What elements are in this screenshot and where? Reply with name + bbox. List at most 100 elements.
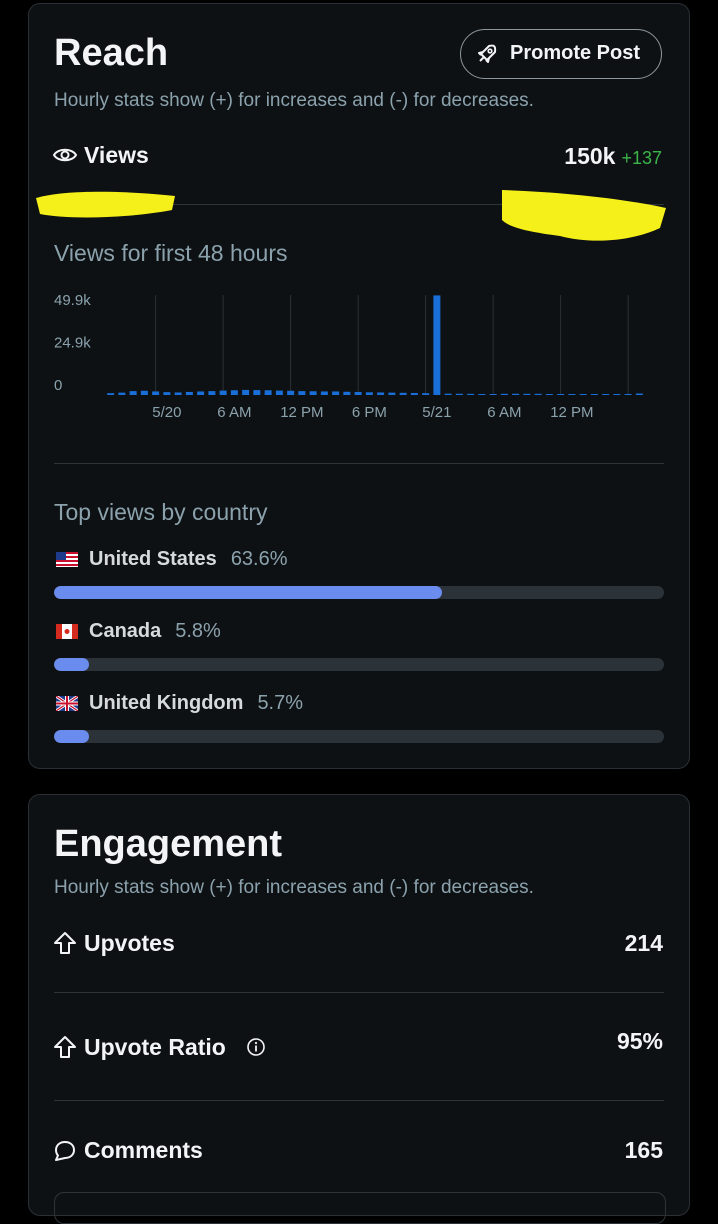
bar [568, 394, 576, 395]
y-tick-label: 49.9k [54, 292, 91, 309]
bar [557, 394, 565, 395]
bar [422, 393, 430, 395]
promote-label: Promote Post [510, 42, 641, 64]
bar [320, 391, 328, 395]
bar [613, 394, 621, 395]
bar [118, 392, 126, 395]
eye-icon [52, 148, 78, 162]
upvote-icon [54, 1036, 76, 1058]
divider [54, 204, 664, 205]
reach-title: Reach [54, 32, 169, 74]
country-share: 63.6% [230, 548, 288, 570]
divider [54, 992, 664, 993]
share-track [54, 586, 664, 599]
bar [287, 390, 295, 395]
country-share: 5.7% [257, 692, 304, 714]
bar [185, 391, 193, 395]
divider [54, 463, 664, 464]
bar [410, 392, 418, 395]
x-tick-label: 6 AM [487, 404, 521, 421]
x-tick-label: 6 PM [352, 404, 387, 421]
x-tick-label: 6 AM [217, 404, 251, 421]
bar [275, 390, 283, 395]
info-icon[interactable] [246, 1037, 266, 1057]
flag-icon [56, 624, 78, 639]
bar [433, 295, 441, 395]
share-bar [54, 586, 442, 599]
redaction-marks [36, 190, 666, 241]
views-label: Views [84, 142, 149, 168]
comment-icon [55, 1141, 75, 1161]
bar [242, 389, 250, 395]
country-row: Canada 5.8% [89, 620, 221, 643]
bar [624, 394, 632, 395]
country-name: United States [89, 548, 217, 570]
countries-title: Top views by country [54, 499, 268, 525]
chart-title: Views for first 48 hours [54, 240, 288, 266]
x-tick-label: 12 PM [280, 404, 323, 421]
reach-subtitle: Hourly stats show (+) for increases and … [54, 90, 534, 111]
bar [309, 391, 317, 395]
row-label: Upvotes [84, 930, 175, 956]
bar [467, 393, 475, 395]
bar [140, 390, 148, 395]
bar [523, 393, 531, 395]
bar [590, 394, 598, 395]
bar [264, 390, 272, 395]
bar [343, 391, 351, 395]
bar [129, 391, 137, 395]
x-tick-label: 12 PM [550, 404, 593, 421]
share-track [54, 658, 664, 671]
bar [579, 394, 587, 395]
bar [635, 393, 643, 395]
promote-button[interactable]: Promote Post [460, 29, 662, 79]
bar [163, 392, 171, 395]
bar [500, 393, 508, 395]
bar [478, 394, 486, 395]
upvote-icon [54, 932, 76, 954]
x-tick-label: 5/21 [422, 404, 451, 421]
bar [174, 392, 182, 395]
share-bar [54, 658, 90, 671]
bar [365, 392, 373, 395]
flag-icon [56, 552, 78, 567]
row-value: 165 [624, 1137, 663, 1163]
views-summary: 150k +137 [564, 143, 662, 170]
country-name: United Kingdom [89, 692, 244, 714]
bar [253, 390, 261, 395]
row-value: 214 [624, 930, 663, 956]
bar [455, 393, 463, 395]
engagement-card [28, 794, 690, 1216]
divider [54, 1100, 664, 1101]
bar [534, 393, 542, 395]
country-name: Canada [89, 620, 162, 642]
bar [354, 391, 362, 395]
bar [298, 391, 306, 395]
bar [489, 394, 497, 395]
bar [197, 391, 205, 395]
bar [107, 393, 115, 395]
bar [219, 390, 227, 395]
bar [545, 394, 553, 395]
y-tick-label: 0 [54, 377, 62, 394]
country-row: United States 63.6% [89, 548, 288, 571]
bar [388, 392, 396, 395]
share-bar [54, 730, 89, 743]
engagement-subtitle: Hourly stats show (+) for increases and … [54, 877, 534, 898]
country-row: United Kingdom 5.7% [89, 692, 303, 715]
bar [332, 391, 340, 395]
share-track [54, 730, 664, 743]
reach-card [28, 3, 690, 769]
views-change: +137 [621, 148, 662, 168]
bar [208, 391, 216, 395]
row-value: 95% [616, 1028, 663, 1054]
country-share: 5.8% [175, 620, 221, 642]
y-tick-label: 24.9k [54, 335, 91, 352]
next-panel [54, 1192, 666, 1224]
bar [512, 393, 520, 395]
bar [444, 393, 452, 395]
flag-icon [56, 696, 78, 711]
bar [152, 391, 160, 395]
bar [399, 392, 407, 395]
